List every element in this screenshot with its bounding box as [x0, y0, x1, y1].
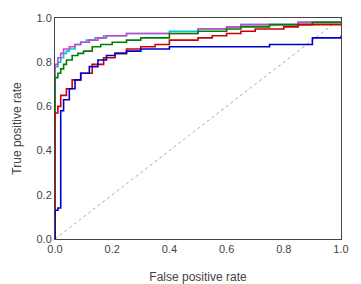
- svg-text:0.8: 0.8: [276, 243, 291, 255]
- svg-text:True positive rate: True positive rate: [10, 82, 24, 175]
- svg-text:0.4: 0.4: [37, 144, 52, 156]
- svg-text:False positive rate: False positive rate: [149, 270, 247, 284]
- svg-text:0.6: 0.6: [219, 243, 234, 255]
- svg-text:0.0: 0.0: [47, 243, 62, 255]
- svg-text:1.0: 1.0: [333, 243, 348, 255]
- svg-text:0.2: 0.2: [105, 243, 120, 255]
- svg-text:0.0: 0.0: [37, 233, 52, 245]
- svg-text:0.4: 0.4: [162, 243, 177, 255]
- svg-text:1.0: 1.0: [37, 12, 52, 24]
- svg-text:0.6: 0.6: [37, 100, 52, 112]
- svg-text:0.2: 0.2: [37, 189, 52, 201]
- svg-text:0.8: 0.8: [37, 56, 52, 68]
